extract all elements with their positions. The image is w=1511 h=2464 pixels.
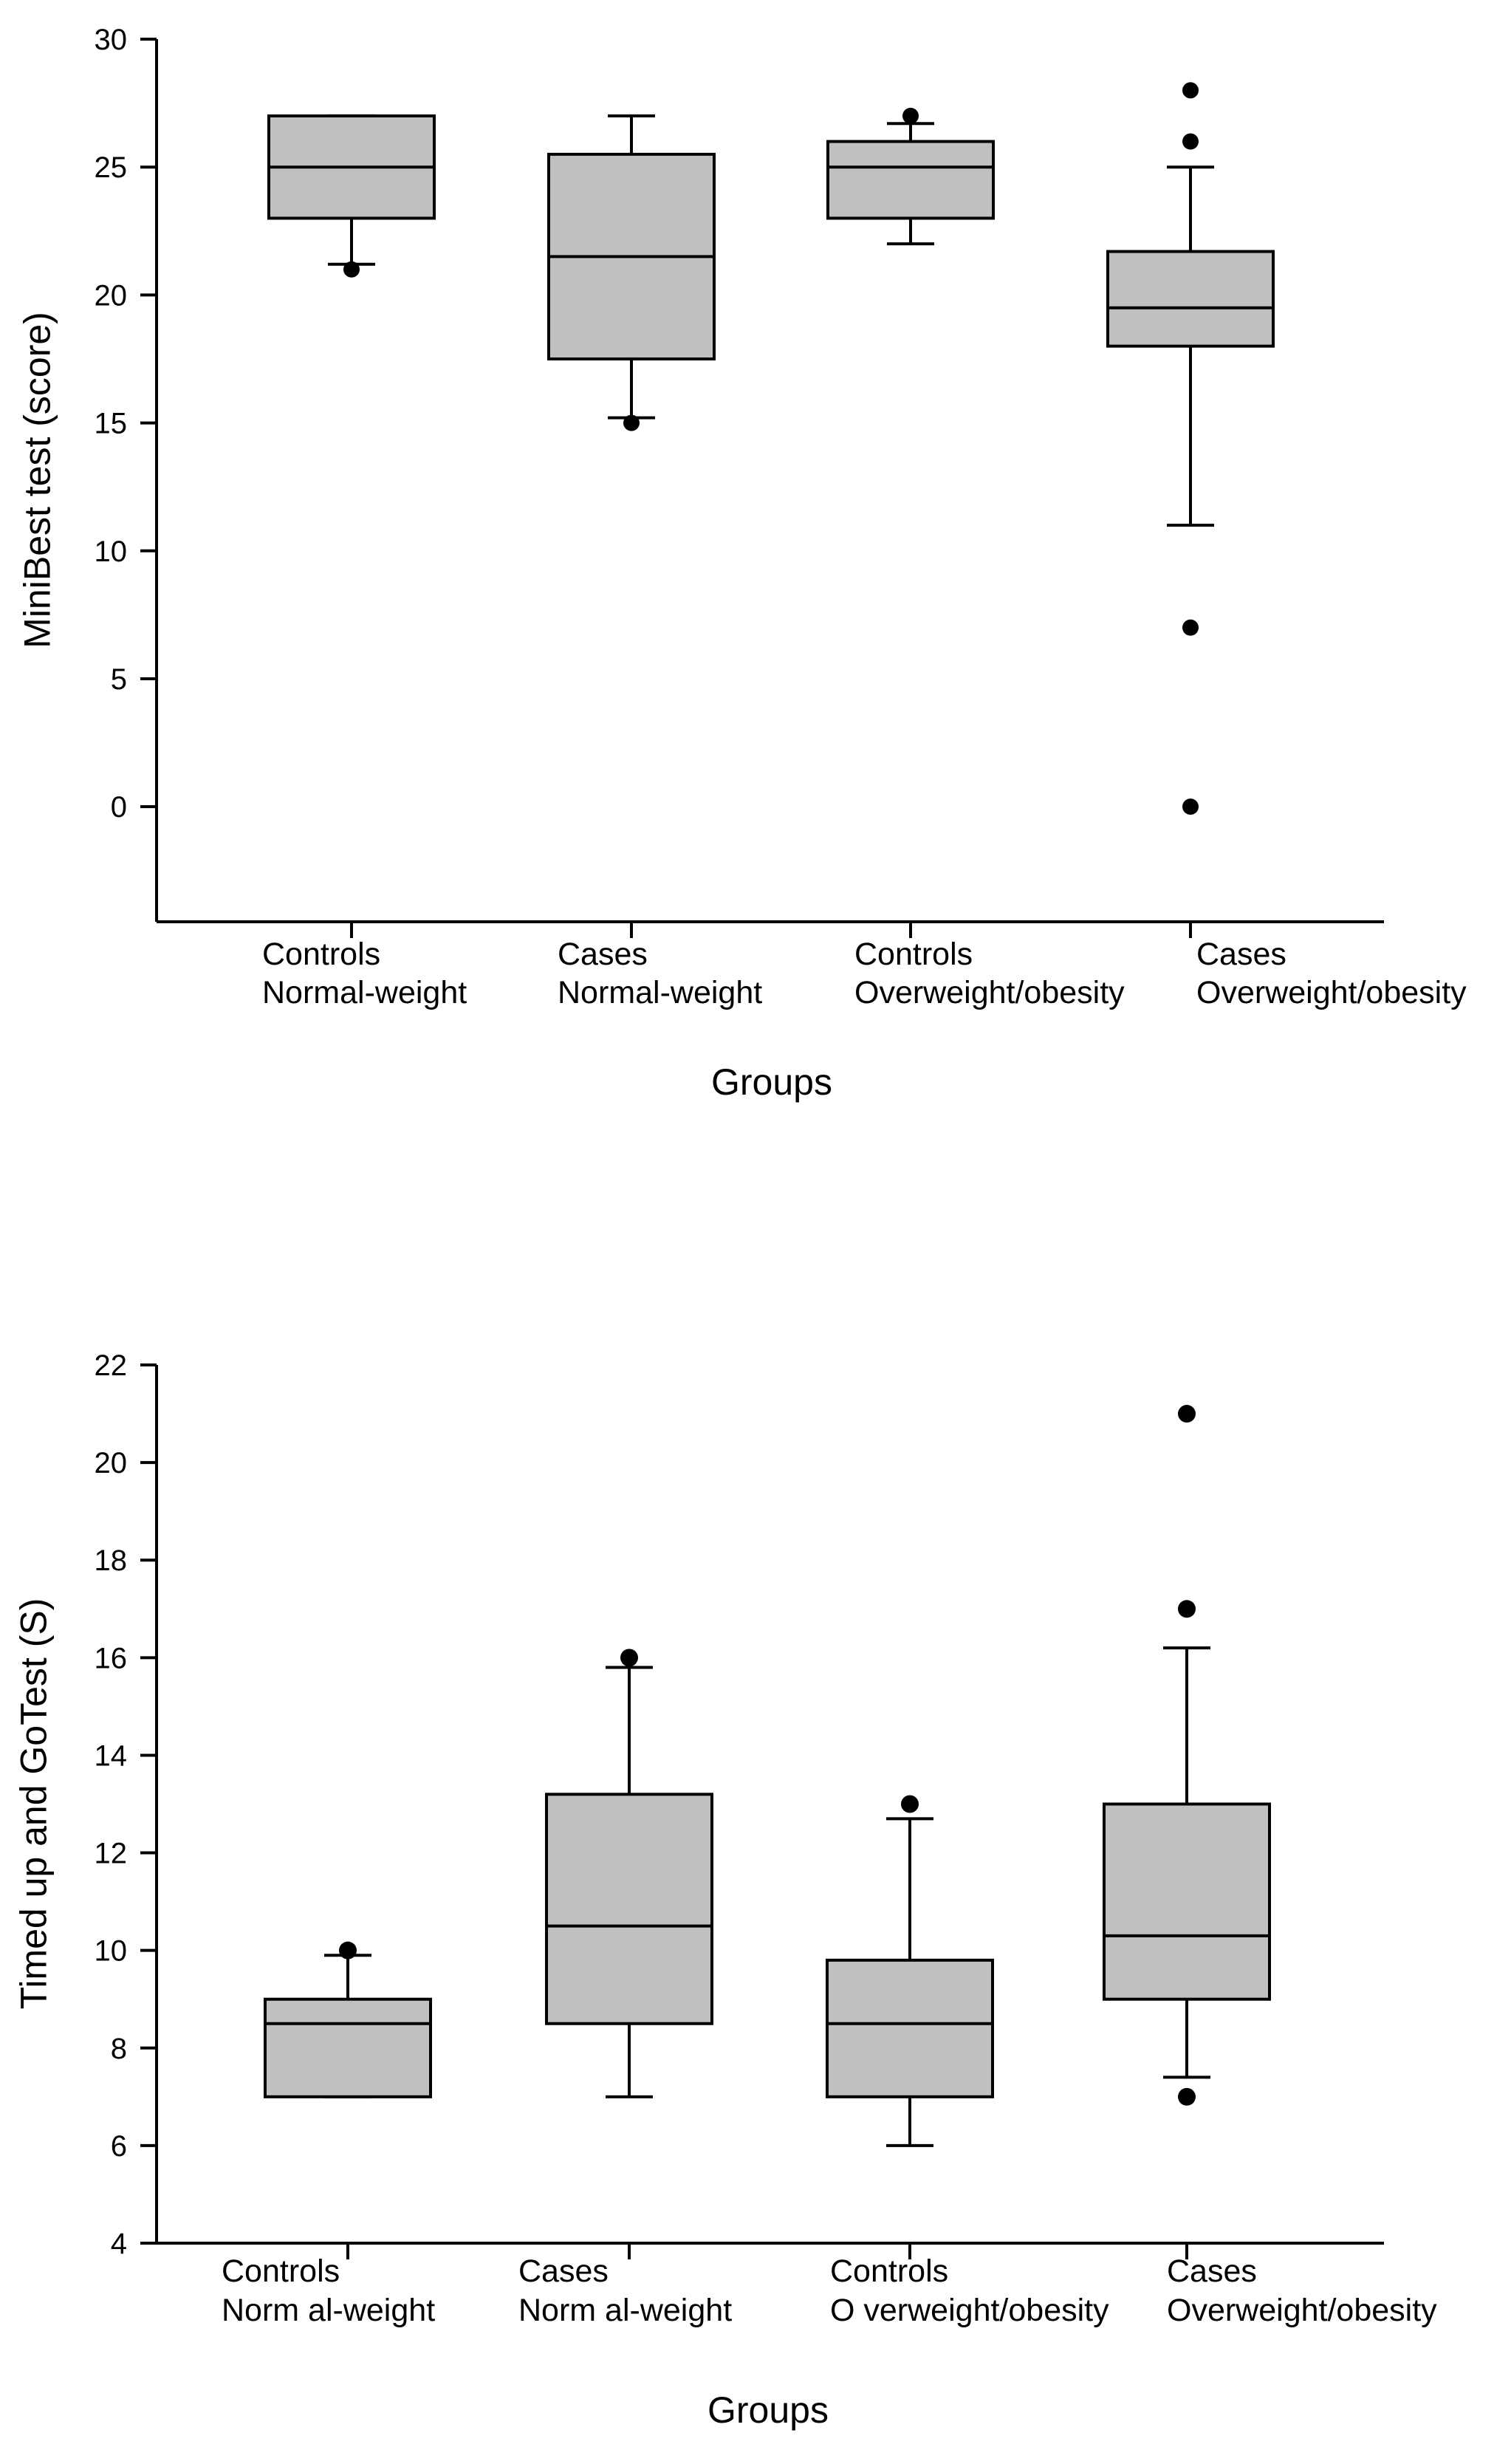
y-tick-label: 10	[95, 1935, 128, 1968]
box-iqr	[826, 140, 995, 220]
box-iqr	[264, 1997, 432, 2098]
y-axis-title: MiniBest test (score)	[17, 312, 58, 648]
box-iqr	[1106, 250, 1275, 348]
box-iqr	[826, 1958, 994, 2098]
y-tick-label: 4	[111, 2228, 127, 2260]
x-category-label: Overweight/obesity	[1167, 2293, 1437, 2328]
x-category-label: Controls	[262, 937, 380, 972]
y-tick-label: 10	[95, 535, 128, 568]
x-axis-title: Groups	[711, 1061, 832, 1103]
x-category-label: Controls	[222, 2253, 340, 2289]
y-tick-label: 22	[95, 1349, 128, 1382]
outlier-point	[1182, 133, 1199, 150]
x-category-label: Controls	[854, 937, 973, 972]
x-category-label: Normal-weight	[558, 975, 762, 1010]
outlier-point	[1178, 1600, 1196, 1618]
y-tick-label: 12	[95, 1838, 128, 1870]
outlier-point	[343, 261, 360, 278]
outlier-point	[902, 107, 919, 124]
x-category-label: Normal-weight	[262, 975, 467, 1010]
outlier-point	[1182, 798, 1199, 815]
outlier-point	[1182, 619, 1199, 636]
x-axis-title: Groups	[707, 2389, 829, 2431]
y-tick-label: 0	[111, 791, 127, 824]
y-tick-label: 25	[95, 151, 128, 184]
x-category-label: Overweight/obesity	[1196, 975, 1467, 1010]
outlier-point	[623, 414, 640, 431]
x-category-label: Norm al-weight	[518, 2293, 732, 2328]
x-category-label: Overweight/obesity	[854, 975, 1125, 1010]
y-tick-label: 16	[95, 1642, 128, 1674]
y-tick-label: 20	[95, 1447, 128, 1479]
y-tick-label: 14	[95, 1739, 128, 1772]
x-category-label: Cases	[1196, 937, 1286, 972]
y-tick-label: 8	[111, 2033, 127, 2065]
outlier-point	[1178, 2087, 1196, 2106]
timed-up-and-go-boxplot: 4 6 8 10 12 14 16 18 20 22 Controls Norm al-weight C…	[13, 1349, 1438, 2431]
y-tick-label: 18	[95, 1544, 128, 1577]
outlier-point	[1182, 82, 1199, 99]
x-category-label: Cases	[518, 2253, 609, 2289]
outlier-point	[1178, 1405, 1196, 1423]
box-iqr	[1103, 1802, 1271, 2001]
x-category-label: Controls	[830, 2253, 948, 2289]
y-tick-label: 15	[95, 408, 128, 440]
outlier-point	[339, 1941, 357, 1960]
y-tick-label: 30	[95, 24, 128, 56]
minibest-boxplot: 051015202530ControlsNormal-weightCasesNo…	[17, 24, 1467, 1103]
x-category-label: O verweight/obesity	[830, 2293, 1109, 2328]
outlier-point	[901, 1795, 919, 1813]
y-tick-label: 20	[95, 279, 128, 312]
outlier-point	[620, 1649, 638, 1667]
y-tick-label: 5	[111, 663, 127, 696]
x-category-label: Cases	[1167, 2253, 1257, 2289]
box-iqr	[545, 1793, 713, 2025]
x-category-label: Norm al-weight	[222, 2293, 435, 2328]
y-tick-label: 6	[111, 2130, 127, 2163]
y-axis-title: Timed up and GoTest (S)	[13, 1598, 55, 2010]
x-category-label: Cases	[558, 937, 648, 972]
